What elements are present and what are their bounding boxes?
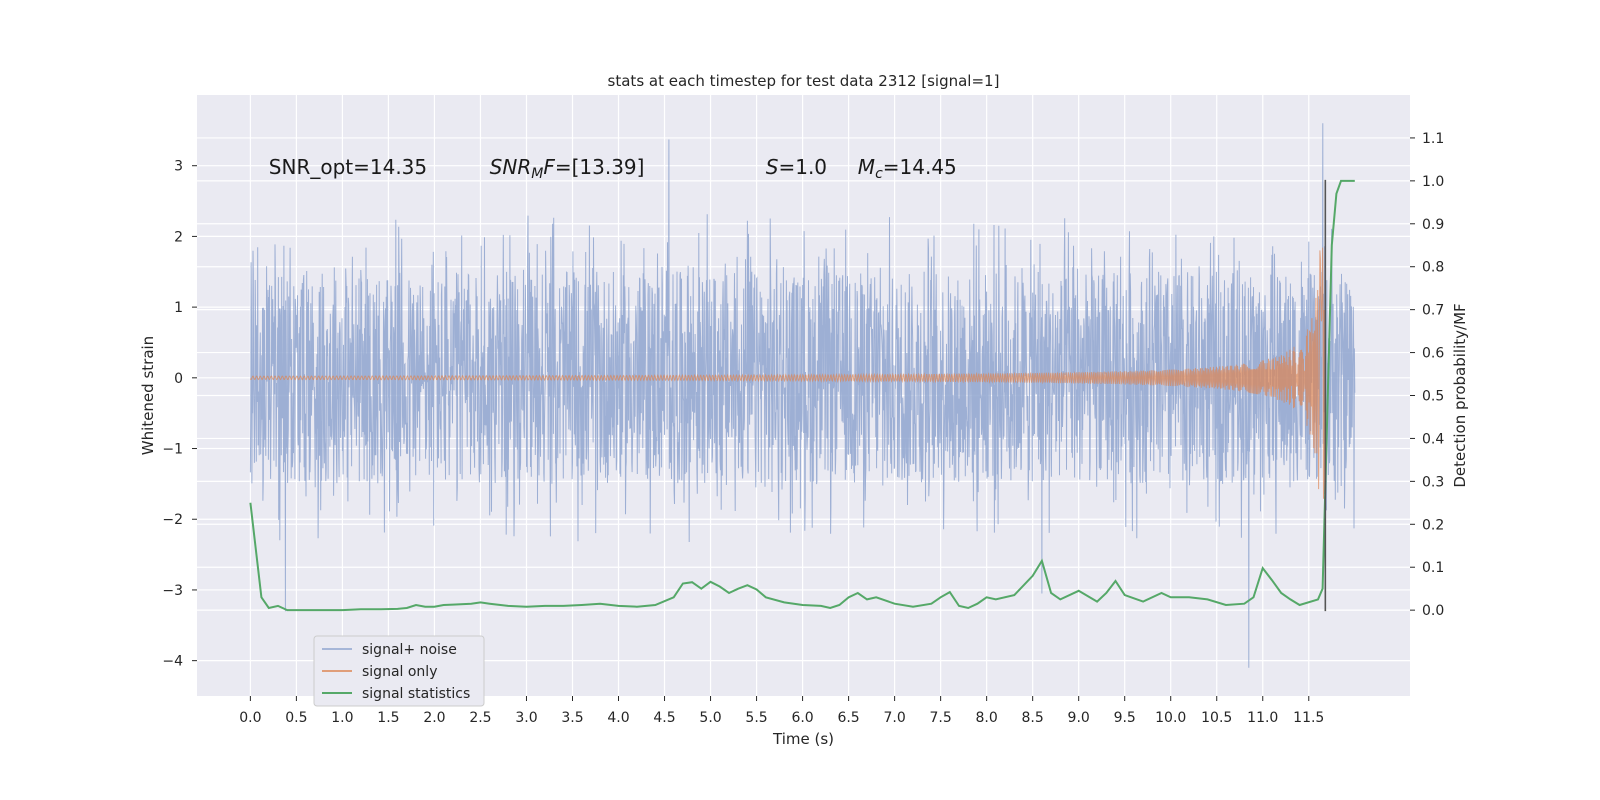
y2-tick-label: 0.8 <box>1422 260 1444 276</box>
signal-only-line <box>249 247 1326 499</box>
x-tick-label: 11.0 <box>1247 710 1278 726</box>
x-tick-label: 8.5 <box>1022 710 1044 726</box>
x-tick-label: 8.0 <box>976 710 998 726</box>
y2-tick-label: 0.2 <box>1422 517 1444 533</box>
y2-axis-ticks: 0.0 0.1 0.2 0.3 0.4 0.5 0.6 0.7 0.8 0.9 1.0 1.1 <box>1410 131 1444 619</box>
signal-statistics-series <box>249 179 1355 612</box>
x-tick-label: 10.0 <box>1155 710 1186 726</box>
legend-label: signal+ noise <box>362 642 457 658</box>
annotation-text: Mc=14.45 <box>858 155 957 182</box>
y-tick-label: −1 <box>162 442 183 458</box>
x-tick-label: 1.5 <box>377 710 399 726</box>
y2-tick-label: 0.1 <box>1422 560 1444 576</box>
y2-axis-label: Detection probability/MF <box>1451 303 1469 487</box>
signal-only-series <box>249 247 1326 499</box>
annotation-text: S=1.0 <box>766 155 827 179</box>
x-tick-label: 1.0 <box>331 710 353 726</box>
y2-tick-label: 0.0 <box>1422 603 1444 619</box>
legend: signal+ noise signal only signal statistic… <box>313 635 485 707</box>
y-tick-label: −2 <box>162 512 183 528</box>
y-tick-label: −4 <box>162 654 183 670</box>
x-tick-label: 0.0 <box>239 710 261 726</box>
x-tick-label: 3.0 <box>515 710 537 726</box>
y2-tick-label: 0.6 <box>1422 346 1444 362</box>
y-axis-label: Whitened strain <box>139 336 157 455</box>
x-tick-label: 11.5 <box>1293 710 1324 726</box>
x-tick-label: 2.5 <box>469 710 491 726</box>
x-tick-label: 7.0 <box>883 710 905 726</box>
y2-tick-label: 0.9 <box>1422 217 1444 233</box>
x-tick-label: 9.0 <box>1068 710 1090 726</box>
annotations: SNR_opt=14.35 SNRMF=[13.39] S=1.0 Mc=14.45 <box>269 155 957 182</box>
y-tick-label: 1 <box>174 300 183 316</box>
legend-label: signal only <box>362 664 437 680</box>
y2-tick-label: 1.0 <box>1422 174 1444 190</box>
y-tick-label: 2 <box>174 229 183 245</box>
legend-label: signal statistics <box>362 686 470 702</box>
x-axis-ticks: 0.0 0.5 1.0 1.5 2.0 2.5 3.0 3.5 4.0 4.5 5.0 5.5 6.0 6… <box>239 696 1324 726</box>
chart-title: stats at each timestep for test data 231… <box>608 72 1000 90</box>
y2-tick-label: 0.4 <box>1422 431 1444 447</box>
x-tick-label: 2.0 <box>423 710 445 726</box>
legend-box <box>313 635 485 707</box>
signal-noise-line <box>249 123 1356 668</box>
y-tick-label: −3 <box>162 583 183 599</box>
y2-tick-label: 1.1 <box>1422 131 1444 147</box>
x-tick-label: 4.5 <box>653 710 675 726</box>
y-tick-label: 0 <box>174 371 183 387</box>
x-tick-label: 6.5 <box>837 710 859 726</box>
x-axis-label: Time (s) <box>772 730 834 748</box>
x-tick-label: 5.0 <box>699 710 721 726</box>
y2-tick-label: 0.7 <box>1422 303 1444 319</box>
x-tick-label: 3.5 <box>561 710 583 726</box>
x-tick-label: 9.5 <box>1114 710 1136 726</box>
y-tick-label: 3 <box>174 159 183 175</box>
signal-statistics-line <box>249 179 1355 612</box>
x-tick-label: 4.0 <box>607 710 629 726</box>
x-tick-label: 10.5 <box>1201 710 1232 726</box>
annotation-text: SNRMF=[13.39] <box>490 155 645 182</box>
y2-tick-label: 0.5 <box>1422 389 1444 405</box>
signal-noise-series <box>249 123 1356 668</box>
y2-tick-label: 0.3 <box>1422 474 1444 490</box>
y-axis-ticks: −4 −3 −2 −1 0 1 2 3 <box>162 159 197 670</box>
annotation-text: SNR_opt=14.35 <box>269 155 427 179</box>
x-tick-label: 6.0 <box>791 710 813 726</box>
x-tick-label: 0.5 <box>285 710 307 726</box>
x-tick-label: 7.5 <box>929 710 951 726</box>
x-tick-label: 5.5 <box>745 710 767 726</box>
